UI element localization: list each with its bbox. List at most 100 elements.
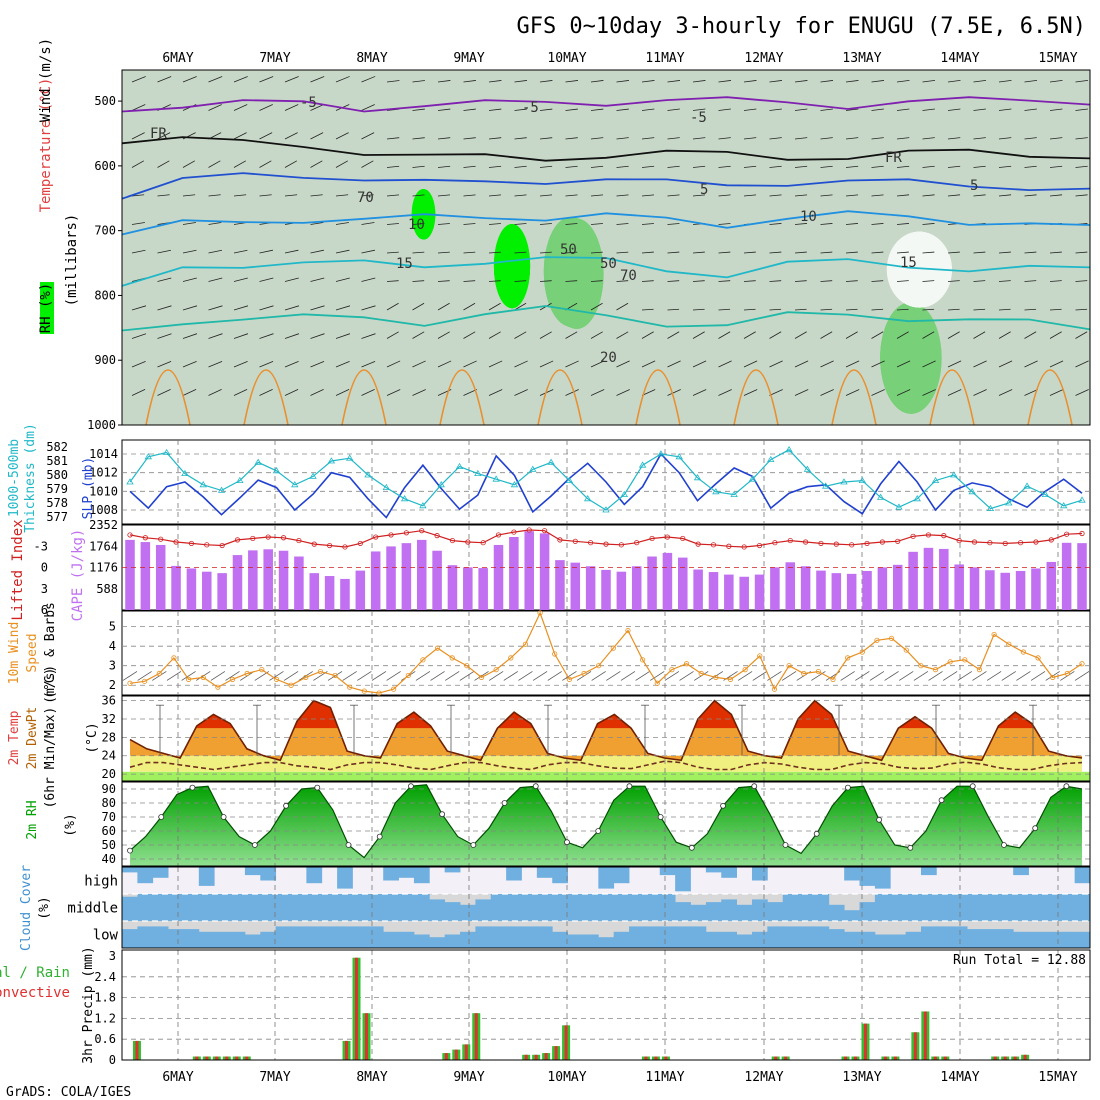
wind-barb — [641, 137, 655, 140]
thickness-point-7 — [254, 458, 262, 465]
wind10m-point-48 — [830, 676, 836, 682]
rh2m-point-54 — [969, 783, 976, 790]
thickness-point-32 — [712, 488, 720, 495]
cloud-low-cell-36 — [675, 926, 691, 948]
cloud-middle-cell-1 — [137, 894, 154, 921]
wind-barb — [412, 251, 425, 254]
wind-barb — [233, 194, 247, 197]
cloud-low-cell-37 — [690, 926, 707, 948]
wind-barb — [998, 308, 1011, 311]
pressure-tick-500: 500 — [94, 94, 116, 108]
series-2m-temp-line — [129, 699, 1083, 762]
wind-barb — [488, 194, 502, 197]
wind10m-barb-53 — [899, 671, 914, 681]
wind10m-point-24 — [478, 674, 485, 681]
wind10m-point-25 — [493, 667, 499, 673]
li-point-2 — [158, 536, 164, 542]
cape-bar-55 — [969, 567, 980, 610]
thickness-point-22 — [529, 465, 537, 472]
wind-barb — [335, 132, 349, 140]
rh2m-point-0 — [127, 847, 133, 854]
wind10m-barb-62 — [1030, 671, 1046, 681]
wind-barb — [692, 80, 706, 83]
wind10m-barb-26 — [503, 671, 519, 681]
cloud-low-cell-54 — [951, 926, 968, 948]
cape-bar-58 — [1015, 570, 1026, 610]
wind-barb — [208, 360, 223, 368]
wind-barb — [794, 137, 808, 140]
cloud-middle-cell-62 — [1074, 894, 1091, 921]
wind-barb — [667, 251, 680, 254]
precip-convective-bar-76 — [883, 1056, 887, 1060]
rh2m-tick-0: 90 — [102, 782, 116, 796]
rh2m-point-8 — [251, 842, 258, 848]
wind-barb — [692, 360, 707, 368]
rh2m-point-6 — [220, 814, 227, 820]
upper-air-ylabel-temp: Temperature (°C) — [38, 78, 54, 213]
slp-tick-3: 1008 — [89, 503, 118, 517]
cape-bar-16 — [370, 551, 381, 610]
wind-barb — [1049, 194, 1063, 197]
wind-barb — [718, 108, 731, 111]
wind-barb — [947, 165, 961, 168]
wind-barb — [182, 76, 197, 83]
wind10m-point-37 — [669, 667, 675, 673]
wind-barb — [565, 80, 578, 83]
cloud-high-cell-2 — [152, 867, 169, 878]
contour-label-9: 15 — [396, 256, 413, 272]
wind-barb — [361, 249, 376, 254]
wind-barb — [437, 108, 451, 111]
cloud-low-cell-23 — [475, 926, 492, 948]
wind10m-point-47 — [815, 668, 821, 675]
wind-barb — [641, 165, 655, 168]
rh2m-area — [130, 784, 1082, 866]
wind-barb — [361, 76, 376, 83]
li-point-58 — [1017, 540, 1024, 546]
wind-barb — [284, 360, 299, 368]
date-label-bottom-3: 9MAY — [453, 1070, 484, 1085]
wind-barb — [310, 389, 324, 396]
wind-barb — [590, 389, 605, 396]
wind-barb — [386, 302, 399, 311]
wind-barb — [514, 251, 527, 254]
li-point-38 — [710, 542, 717, 548]
wind-barb — [845, 108, 859, 111]
precip-convective-bar-9 — [215, 1056, 219, 1060]
cloud-high-cell-5 — [198, 867, 215, 886]
wind-barb — [412, 165, 425, 168]
wind-barb — [998, 80, 1012, 83]
pressure-tick-900: 900 — [94, 353, 116, 367]
wind-barb — [794, 251, 807, 254]
cape-bar-30 — [585, 566, 596, 610]
rh2m-point-60 — [1063, 783, 1070, 790]
li-point-50 — [895, 538, 901, 544]
wind-barb — [514, 331, 527, 339]
wind-barb — [1075, 308, 1088, 311]
precip-convective-bar-41 — [534, 1054, 538, 1060]
wind-barb — [259, 76, 274, 83]
cape-bar-7 — [232, 555, 243, 610]
cloud-middle-cell-13 — [321, 894, 338, 921]
cloud-low-cell-40 — [736, 934, 753, 948]
wind10m-barb-3 — [166, 671, 182, 681]
wind-barb — [973, 360, 987, 368]
precip-convective-bar-35 — [474, 1013, 478, 1060]
wind-barb — [896, 251, 909, 254]
wind10m-ylabel-1: Speed — [25, 633, 40, 672]
li-point-54 — [956, 537, 962, 544]
wind-barb — [590, 302, 603, 311]
wind-barb — [692, 389, 707, 396]
wind-barb — [539, 360, 554, 368]
li-point-53 — [941, 533, 947, 539]
wind-barb — [1075, 331, 1088, 339]
cloud-high-cell-39 — [721, 867, 738, 878]
thickness-point-44 — [931, 476, 940, 483]
wind-barb — [208, 249, 222, 254]
pressure-tick-1000: 1000 — [87, 418, 116, 432]
rh2m-point-26 — [532, 783, 539, 790]
wind-barb — [998, 331, 1011, 339]
wind10m-point-36 — [654, 680, 660, 686]
wind-barb — [488, 302, 501, 311]
wind-barb — [794, 308, 807, 311]
wind10m-barb-45 — [781, 671, 797, 681]
